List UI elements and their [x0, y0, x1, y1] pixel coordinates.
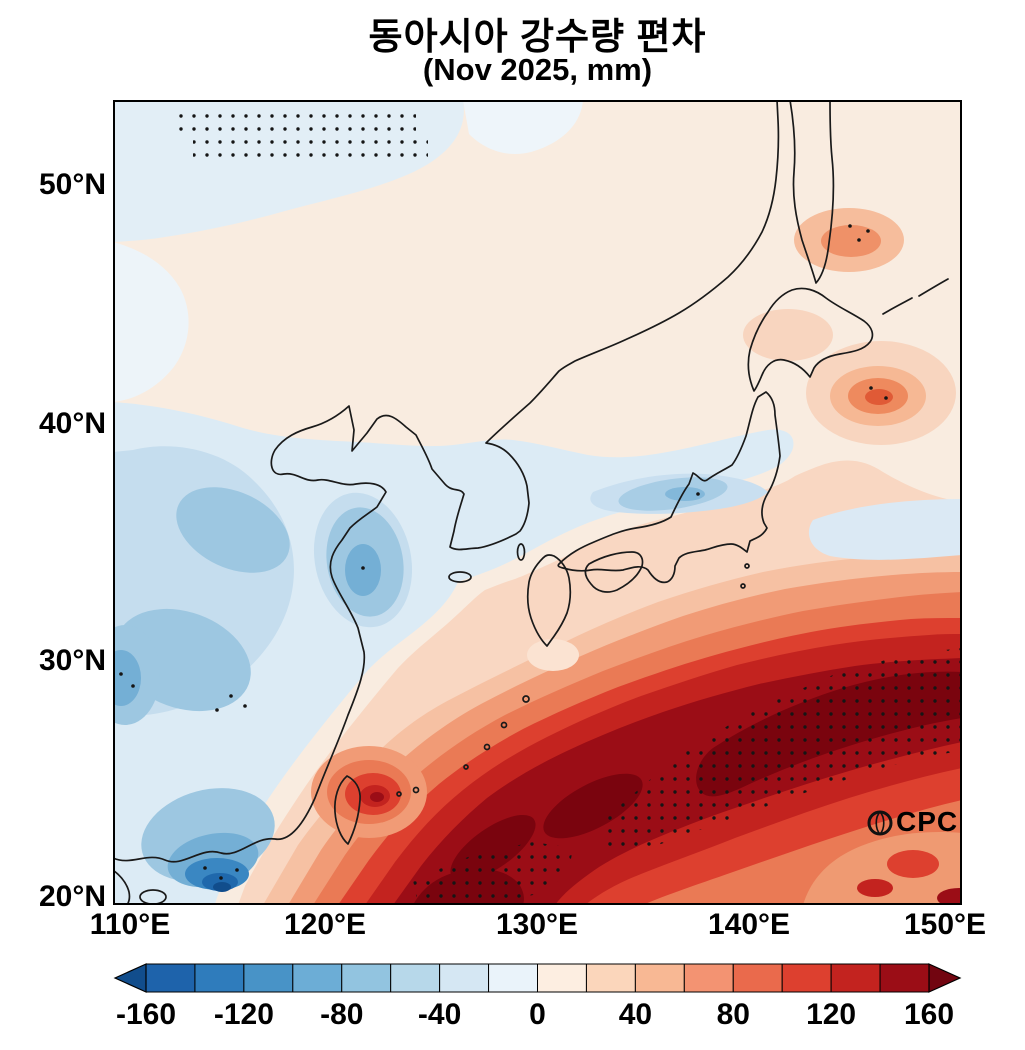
coastlines: [113, 100, 949, 905]
x-axis-tick-110e: 110°E: [89, 908, 171, 941]
colorbar-tick-120: 120: [806, 998, 857, 1031]
x-axis-tick-130e: 130°E: [495, 908, 579, 941]
colorbar-tick--80: -80: [320, 998, 364, 1031]
x-axis-tick-150e: 150°E: [903, 908, 987, 941]
colorbar-segments: [113, 963, 962, 993]
colorbar-canvas: [113, 963, 962, 993]
cpc-logo: CPC: [865, 806, 958, 838]
map-border: [113, 100, 962, 905]
cpc-logo-text: CPC: [896, 806, 959, 837]
stipple-dots: [119, 110, 962, 905]
x-axis-tick-120e: 120°E: [283, 908, 367, 941]
map-panel: CPC: [113, 100, 962, 905]
colorbar-tick-80: 80: [716, 998, 750, 1031]
contour-field: [113, 100, 962, 905]
figure-subtitle: (Nov 2025, mm): [422, 52, 653, 87]
colorbar-tick--120: -120: [213, 998, 274, 1031]
cpc-logo-globe-icon: [867, 810, 893, 836]
colorbar-tick-160: 160: [903, 998, 955, 1031]
colorbar-tick--160: -160: [115, 998, 177, 1031]
colorbar-labels: -160 -120 -80 -40 0 40 80 120 160: [113, 998, 962, 1036]
colorbar-tick-0: 0: [529, 998, 546, 1031]
colorbar: [113, 963, 962, 993]
x-axis-tick-140e: 140°E: [707, 908, 791, 941]
y-axis-tick-20n: 20°N: [38, 880, 106, 913]
colorbar-tick-40: 40: [618, 998, 653, 1031]
y-axis-tick-40n: 40°N: [38, 407, 106, 440]
y-axis-tick-30n: 30°N: [38, 644, 106, 677]
figure-title: 동아시아 강수량 편차: [368, 16, 707, 57]
colorbar-tick--40: -40: [417, 998, 462, 1031]
y-axis-tick-50n: 50°N: [38, 168, 106, 201]
map-canvas: [113, 100, 962, 905]
